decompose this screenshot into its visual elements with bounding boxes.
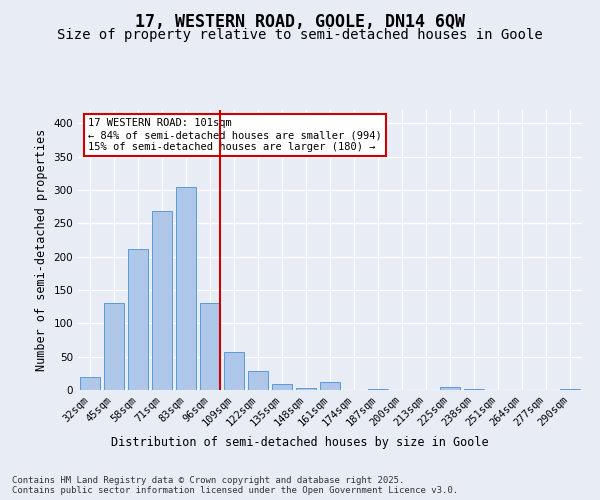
Bar [464, 388, 484, 390]
Bar [128, 250, 148, 390]
Bar [176, 186, 196, 390]
Bar [320, 382, 340, 390]
Text: Distribution of semi-detached houses by size in Goole: Distribution of semi-detached houses by … [111, 436, 489, 449]
Y-axis label: Number of semi-detached properties: Number of semi-detached properties [35, 129, 48, 371]
Text: 17 WESTERN ROAD: 101sqm
← 84% of semi-detached houses are smaller (994)
15% of s: 17 WESTERN ROAD: 101sqm ← 84% of semi-de… [88, 118, 382, 152]
Bar [152, 210, 172, 390]
Bar [80, 376, 100, 390]
Bar [296, 388, 316, 390]
Text: Contains HM Land Registry data © Crown copyright and database right 2025.
Contai: Contains HM Land Registry data © Crown c… [12, 476, 458, 495]
Bar [224, 352, 244, 390]
Bar [200, 302, 220, 390]
Text: 17, WESTERN ROAD, GOOLE, DN14 6QW: 17, WESTERN ROAD, GOOLE, DN14 6QW [135, 12, 465, 30]
Text: Size of property relative to semi-detached houses in Goole: Size of property relative to semi-detach… [57, 28, 543, 42]
Bar [560, 388, 580, 390]
Bar [272, 384, 292, 390]
Bar [248, 370, 268, 390]
Bar [104, 302, 124, 390]
Bar [440, 388, 460, 390]
